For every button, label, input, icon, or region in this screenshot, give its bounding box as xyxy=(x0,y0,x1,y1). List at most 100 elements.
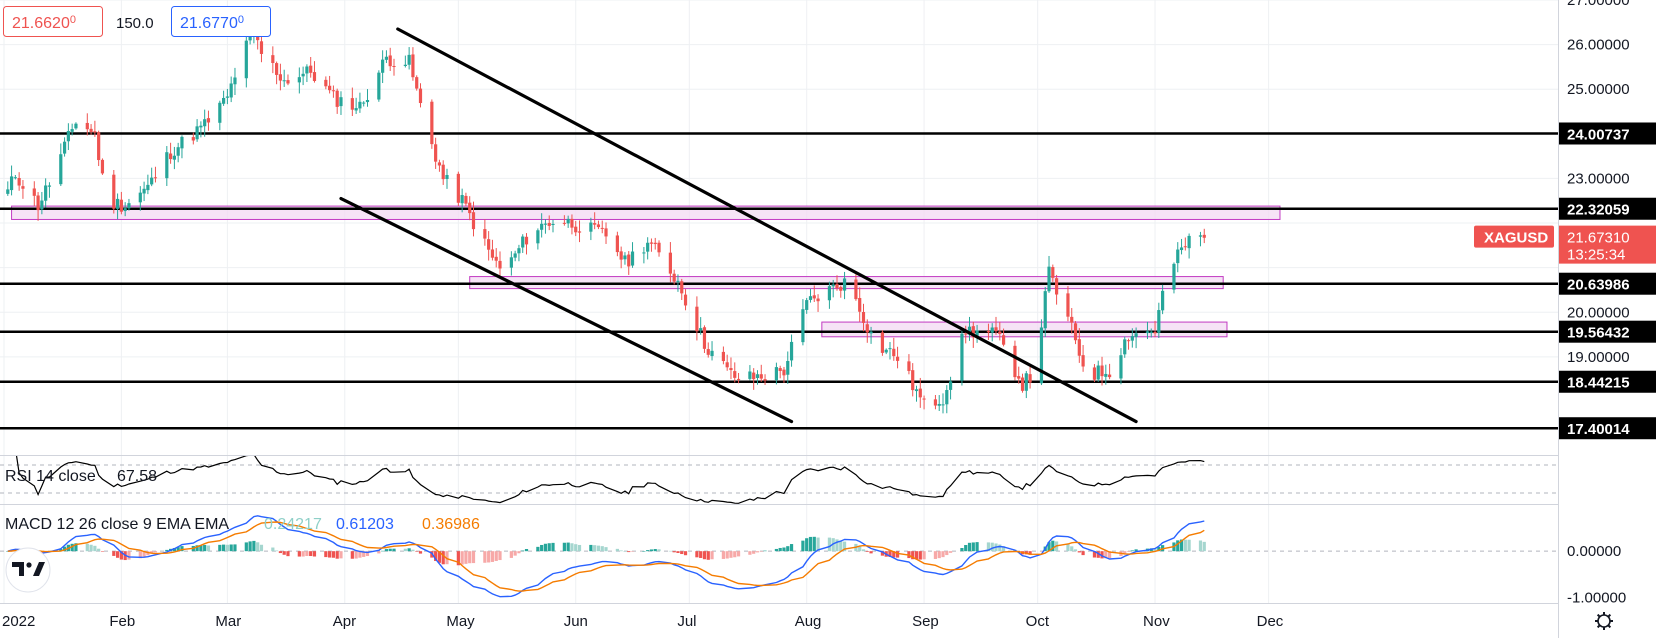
candle xyxy=(657,240,661,257)
macd-hist-bar xyxy=(1179,539,1184,552)
candle xyxy=(668,242,672,283)
candle-body xyxy=(888,348,892,350)
candle-body xyxy=(498,260,502,269)
candle-body xyxy=(1153,331,1157,334)
candle-body xyxy=(358,101,362,109)
macd-hist-bar xyxy=(1081,551,1085,556)
candle xyxy=(191,132,195,145)
candle-body xyxy=(865,324,869,333)
candle xyxy=(589,217,593,241)
macd-hist-bar xyxy=(309,551,313,557)
candle-body xyxy=(543,223,548,225)
candle-body xyxy=(1066,293,1070,317)
settings-gear-icon[interactable] xyxy=(1595,612,1613,630)
candle xyxy=(1017,366,1021,384)
candle xyxy=(392,58,396,76)
macd-hist-bar xyxy=(1077,551,1081,553)
macd-hist-bar xyxy=(407,548,411,552)
candle xyxy=(642,247,646,264)
macd-hist-bar xyxy=(721,551,725,559)
candle xyxy=(407,47,411,70)
candle-body xyxy=(642,252,646,254)
candle xyxy=(206,110,211,131)
candle-body xyxy=(89,128,93,133)
macd-hist-bar xyxy=(547,543,551,552)
candle xyxy=(70,123,74,136)
time-tick-label: Apr xyxy=(333,613,356,630)
candle-body xyxy=(203,119,207,127)
macd-hist-bar xyxy=(312,551,317,557)
candle-body xyxy=(801,309,805,343)
candle xyxy=(1070,308,1074,334)
sell-price-box[interactable]: 21.66200 xyxy=(3,6,103,37)
macd-hist-bar xyxy=(384,549,389,552)
macd-hist-bar xyxy=(782,547,786,552)
candle-body xyxy=(786,361,790,375)
candle-body xyxy=(282,80,286,82)
macd-hist-bar xyxy=(990,542,994,552)
macd-legend-macd: 0.61203 xyxy=(336,516,394,533)
candle-body xyxy=(699,328,703,331)
candle-body xyxy=(782,369,786,376)
candle xyxy=(1145,321,1150,340)
candle xyxy=(646,237,650,260)
candle-body xyxy=(971,326,975,338)
candle xyxy=(604,222,608,244)
macd-hist-bar xyxy=(1039,551,1044,552)
candle-body xyxy=(710,350,714,357)
macd-hist-bar xyxy=(1176,540,1180,552)
candle-body xyxy=(540,223,544,230)
macd-hist-bar xyxy=(89,544,93,552)
macd-hist-bar xyxy=(752,551,756,554)
candle xyxy=(44,178,48,208)
tradingview-logo[interactable] xyxy=(5,547,51,593)
macd-hist-bar xyxy=(880,551,885,556)
candle-body xyxy=(115,198,120,209)
candle xyxy=(683,289,688,311)
buy-price-box[interactable]: 21.67700 xyxy=(171,6,271,37)
candle-body xyxy=(1176,249,1180,264)
candle xyxy=(1187,233,1191,259)
macd-hist-bar xyxy=(888,551,892,557)
candle xyxy=(403,55,407,68)
candle xyxy=(112,169,116,214)
macd-hist-bar xyxy=(1130,550,1134,552)
macd-hist-bar xyxy=(93,545,97,552)
candle-body xyxy=(1073,323,1078,341)
macd-hist-bar xyxy=(540,544,544,552)
price-tick-label: 19.00000 xyxy=(1567,349,1630,366)
candle-body xyxy=(998,331,1002,334)
candle-body xyxy=(676,280,680,282)
candle-body xyxy=(13,177,17,179)
candle-body xyxy=(381,59,385,73)
macd-hist-bar xyxy=(85,543,89,552)
candle xyxy=(998,321,1002,341)
candle-body xyxy=(619,251,623,260)
candle xyxy=(119,191,123,215)
macd-hist-bar xyxy=(471,551,476,564)
candle xyxy=(180,135,184,159)
candle-body xyxy=(596,224,601,228)
candle-body xyxy=(702,327,707,349)
candle-body xyxy=(1161,290,1165,311)
candle xyxy=(1054,274,1059,305)
macd-hist-bar xyxy=(1123,551,1127,554)
rsi-legend-label: RSI 14 close xyxy=(5,468,96,485)
macd-hist-bar xyxy=(619,550,623,552)
candle xyxy=(165,146,169,186)
candle xyxy=(596,220,601,230)
candle-body xyxy=(869,331,873,334)
candle xyxy=(456,171,460,206)
macd-hist-bar xyxy=(562,542,566,552)
macd-hist-bar xyxy=(1134,549,1138,552)
candle-body xyxy=(589,222,593,232)
macd-hist-bar xyxy=(1051,540,1055,552)
macd-hist-bar xyxy=(331,551,336,558)
candle xyxy=(1039,319,1044,386)
candle xyxy=(748,365,752,381)
macd-hist-bar xyxy=(445,551,449,565)
candle xyxy=(835,275,839,291)
rsi-line xyxy=(15,456,1205,504)
